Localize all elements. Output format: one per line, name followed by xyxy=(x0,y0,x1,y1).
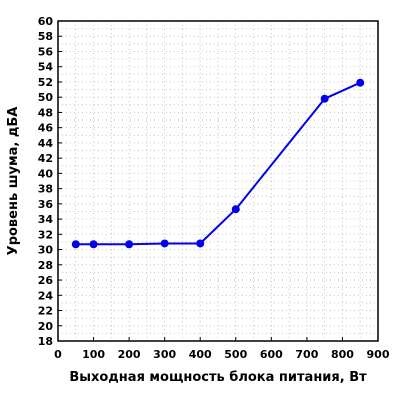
y-tick-label: 18 xyxy=(38,335,53,348)
x-tick-label: 900 xyxy=(367,348,390,361)
y-tick-label: 24 xyxy=(38,289,54,302)
y-tick-label: 48 xyxy=(38,106,53,119)
data-point xyxy=(125,240,134,249)
y-tick-label: 42 xyxy=(38,152,53,165)
series-layer xyxy=(71,78,365,249)
y-tick-label: 20 xyxy=(38,320,54,333)
x-tick-label: 100 xyxy=(82,348,105,361)
plot-area-frame xyxy=(57,20,379,342)
y-tick-label: 58 xyxy=(38,30,53,43)
y-tick-label: 36 xyxy=(38,198,54,211)
y-tick-label: 52 xyxy=(38,76,53,89)
x-tick-label: 200 xyxy=(118,348,141,361)
x-tick-label: 700 xyxy=(295,348,318,361)
y-tick-label: 46 xyxy=(38,122,54,135)
y-tick-label: 30 xyxy=(38,244,54,257)
y-tick-label: 54 xyxy=(38,61,54,74)
y-tick-label: 44 xyxy=(38,137,54,150)
axis-ticks: 0 100 200 300 400 500 600 700 800 900 18 20 22 24 26 28… xyxy=(38,15,390,361)
x-axis-label: Выходная мощность блока питания, Вт xyxy=(69,370,367,385)
y-axis-label: Уровень шума, дБА xyxy=(6,107,21,256)
data-point xyxy=(231,205,240,214)
data-point xyxy=(356,78,365,87)
x-tick-label: 0 xyxy=(54,348,62,361)
y-tick-label: 32 xyxy=(38,228,53,241)
y-tick-label: 22 xyxy=(38,305,53,318)
grid xyxy=(58,21,378,341)
x-tick-label: 400 xyxy=(189,348,212,361)
x-tick-label: 800 xyxy=(331,348,354,361)
x-tick-label: 300 xyxy=(153,348,176,361)
y-tick-label: 38 xyxy=(38,183,53,196)
data-point xyxy=(160,239,169,248)
y-tick-label: 56 xyxy=(38,45,54,58)
y-tick-label: 50 xyxy=(38,91,54,104)
y-tick-label: 26 xyxy=(38,274,54,287)
y-tick-label: 60 xyxy=(38,15,54,28)
x-tick-label: 600 xyxy=(260,348,283,361)
y-tick-label: 34 xyxy=(38,213,54,226)
y-tick-label: 40 xyxy=(38,167,54,180)
series-line xyxy=(75,81,361,246)
data-point xyxy=(89,240,98,249)
data-point xyxy=(196,239,205,248)
data-point xyxy=(320,94,329,103)
y-tick-label: 28 xyxy=(38,259,53,272)
data-point xyxy=(71,240,80,249)
x-tick-label: 500 xyxy=(224,348,247,361)
